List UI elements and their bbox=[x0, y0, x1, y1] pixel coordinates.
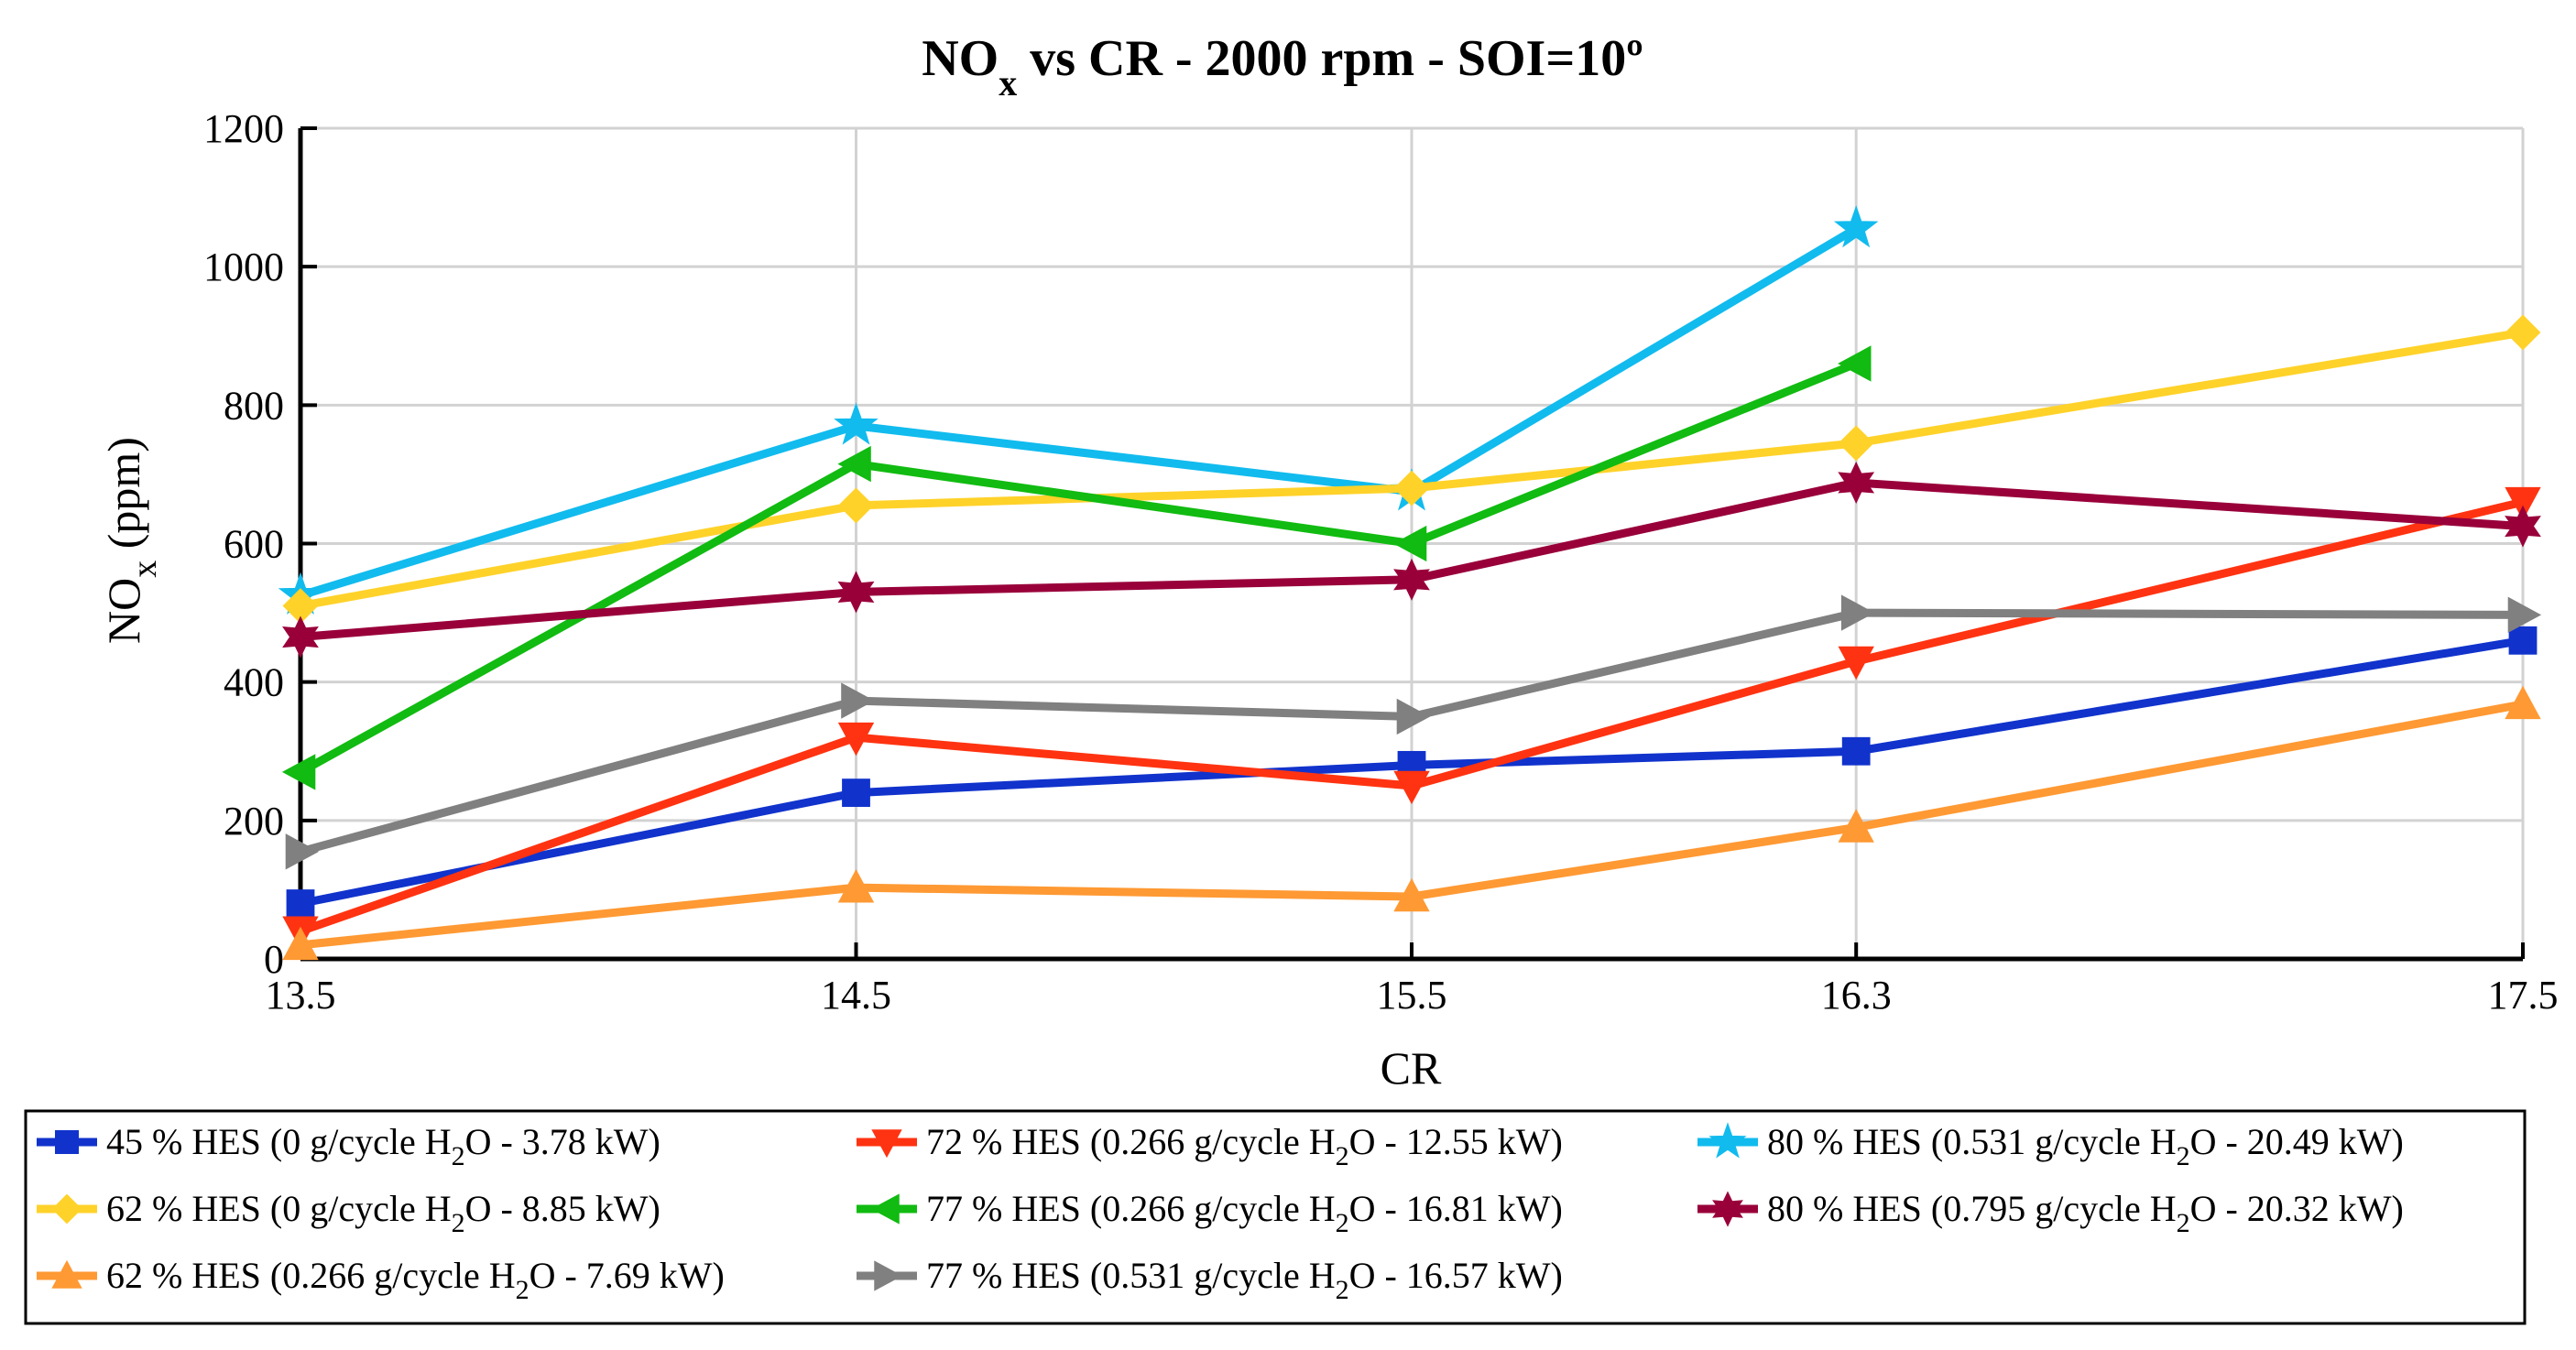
data-point-marker bbox=[1712, 1191, 1743, 1227]
data-point-marker bbox=[1393, 877, 1430, 912]
legend-box bbox=[24, 1109, 2527, 1325]
legend-item: 80 % HES (0.795 g/cycle H2O - 20.32 kW) bbox=[1697, 1188, 2404, 1238]
data-point-marker bbox=[282, 926, 319, 961]
grid-lines bbox=[299, 126, 2525, 961]
data-point-marker bbox=[51, 1193, 82, 1225]
legend-item: 77 % HES (0.266 g/cycle H2O - 16.81 kW) bbox=[857, 1188, 1563, 1238]
data-point-marker bbox=[837, 869, 875, 903]
y-tick-label: 600 bbox=[224, 522, 284, 567]
legend-label: 45 % HES (0 g/cycle H2O - 3.78 kW) bbox=[106, 1121, 660, 1171]
y-tick-label: 800 bbox=[224, 383, 284, 428]
data-point-marker bbox=[841, 682, 875, 719]
legend-label: 72 % HES (0.266 g/cycle H2O - 12.55 kW) bbox=[926, 1121, 1563, 1171]
x-axis-title: CR bbox=[1381, 1042, 1442, 1094]
y-tick-label: 400 bbox=[224, 660, 284, 705]
legend-label: 77 % HES (0.266 g/cycle H2O - 16.81 kW) bbox=[926, 1188, 1563, 1238]
legend-label: 80 % HES (0.531 g/cycle H2O - 20.49 kW) bbox=[1767, 1121, 2404, 1171]
legend-item: 80 % HES (0.531 g/cycle H2O - 20.49 kW) bbox=[1697, 1121, 2404, 1171]
data-point-marker bbox=[870, 1193, 900, 1225]
data-point-marker bbox=[1841, 736, 1871, 766]
data-point-marker bbox=[834, 402, 879, 445]
series-line bbox=[299, 224, 1859, 600]
data-point-marker bbox=[1392, 525, 1427, 562]
series-72-hes-0-266-g-cycle-h2o-12-55-kw bbox=[282, 486, 2541, 950]
data-point-marker bbox=[1833, 205, 1879, 248]
data-point-marker bbox=[1838, 809, 1874, 843]
data-point-marker bbox=[55, 1130, 79, 1154]
series-62-hes-0-266-g-cycle-h2o-7-69-kw bbox=[282, 685, 2541, 961]
data-point-marker bbox=[2505, 685, 2541, 720]
data-point-marker bbox=[2505, 505, 2541, 548]
tick-labels: 0 200 400 600 800 1000 1200 13.5 14.5 15.5 16.3 17.… bbox=[203, 106, 2559, 1018]
data-point-marker bbox=[1393, 470, 1430, 506]
legend-item: 45 % HES (0 g/cycle H2O - 3.78 kW) bbox=[37, 1121, 660, 1171]
series-62-hes-0-g-cycle-h2o-8-85-kw bbox=[282, 314, 2541, 624]
data-point-marker bbox=[1396, 698, 1431, 735]
data-point-marker bbox=[1838, 646, 1874, 680]
data-point-marker bbox=[1393, 558, 1430, 601]
y-tick-label: 1000 bbox=[203, 245, 284, 289]
data-point-marker bbox=[837, 722, 875, 757]
y-tick-label: 1200 bbox=[203, 106, 284, 151]
legend-label: 80 % HES (0.795 g/cycle H2O - 20.32 kW) bbox=[1767, 1188, 2404, 1238]
data-point-marker bbox=[286, 889, 315, 918]
data-point-marker bbox=[2508, 626, 2538, 655]
data-point-marker bbox=[871, 1129, 902, 1159]
x-tick-label: 15.5 bbox=[1377, 973, 1447, 1018]
x-tick-label: 14.5 bbox=[821, 973, 891, 1018]
data-point-marker bbox=[1838, 461, 1875, 505]
data-point-marker bbox=[281, 754, 316, 790]
legend-label: 62 % HES (0.266 g/cycle H2O - 7.69 kW) bbox=[106, 1255, 725, 1305]
x-tick-label: 16.3 bbox=[1821, 973, 1892, 1018]
legend-label: 62 % HES (0 g/cycle H2O - 8.85 kW) bbox=[106, 1188, 660, 1238]
data-point-marker bbox=[838, 487, 874, 524]
data-point-marker bbox=[1838, 345, 1872, 382]
data-point-marker bbox=[2505, 314, 2541, 351]
data-point-marker bbox=[2507, 596, 2542, 634]
data-point-marker bbox=[1393, 770, 1430, 805]
data-point-marker bbox=[285, 833, 320, 870]
data-point-marker bbox=[837, 445, 871, 483]
data-series bbox=[278, 205, 2542, 961]
legend-item: 62 % HES (0 g/cycle H2O - 8.85 kW) bbox=[37, 1188, 660, 1238]
legend-item: 72 % HES (0.266 g/cycle H2O - 12.55 kW) bbox=[857, 1121, 1563, 1171]
y-axis-title: NOx (ppm) bbox=[98, 437, 164, 644]
legend-item: 77 % HES (0.531 g/cycle H2O - 16.57 kW) bbox=[857, 1255, 1563, 1305]
data-point-marker bbox=[2505, 486, 2541, 521]
series-80-hes-0-795-g-cycle-h2o-20-32-kw bbox=[282, 461, 2541, 659]
legend: 45 % HES (0 g/cycle H2O - 3.78 kW) 72 % H… bbox=[24, 1109, 2527, 1325]
data-point-marker bbox=[842, 778, 870, 808]
data-point-marker bbox=[874, 1260, 903, 1291]
data-point-marker bbox=[837, 571, 875, 614]
series-77-hes-0-531-g-cycle-h2o-16-57-kw bbox=[285, 594, 2542, 870]
data-point-marker bbox=[51, 1259, 82, 1289]
y-tick-label: 200 bbox=[224, 799, 284, 844]
data-point-marker bbox=[282, 615, 319, 659]
series-80-hes-0-531-g-cycle-h2o-20-49-kw bbox=[278, 205, 1879, 615]
x-tick-label: 13.5 bbox=[266, 973, 336, 1018]
y-tick-label: 0 bbox=[264, 937, 284, 982]
legend-label: 77 % HES (0.531 g/cycle H2O - 16.57 kW) bbox=[926, 1255, 1563, 1305]
chart-title: NOx vs CR - 2000 rpm - SOI=10º bbox=[922, 30, 1643, 103]
data-point-marker bbox=[1838, 425, 1874, 462]
data-point-marker bbox=[1840, 594, 1875, 631]
legend-item: 62 % HES (0.266 g/cycle H2O - 7.69 kW) bbox=[37, 1255, 725, 1305]
data-point-marker bbox=[1708, 1122, 1747, 1159]
x-tick-label: 17.5 bbox=[2488, 973, 2559, 1018]
